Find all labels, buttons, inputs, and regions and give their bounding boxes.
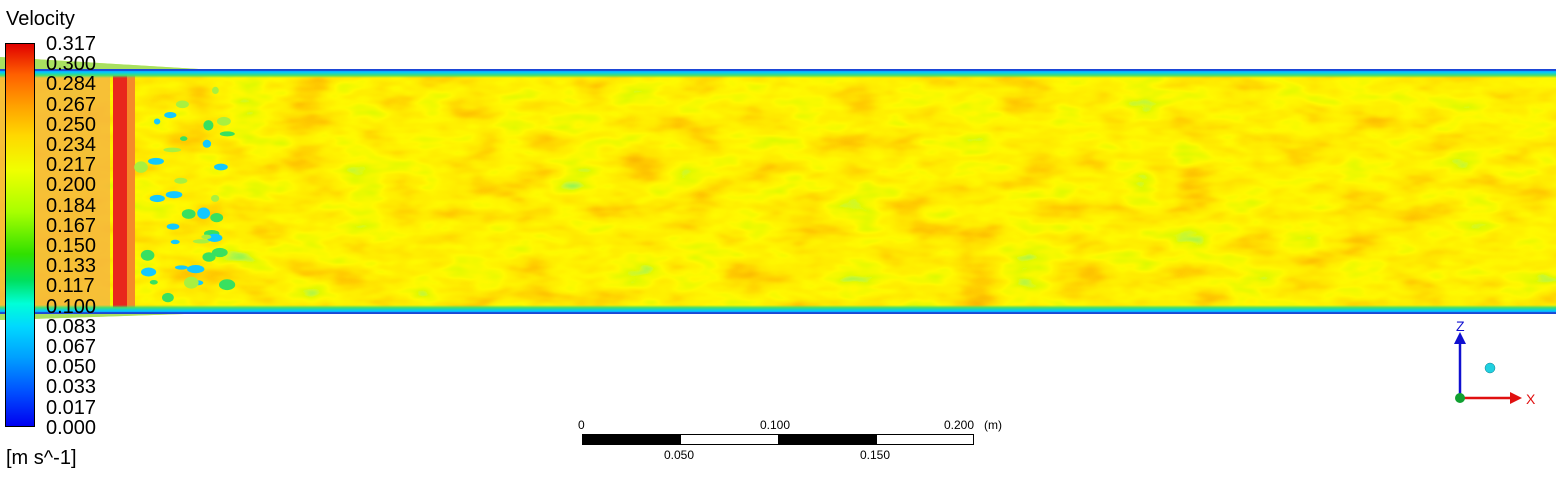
top-wall-layer bbox=[0, 69, 1556, 78]
scale-label-150: 0.150 bbox=[860, 448, 891, 462]
legend-label: 0.267 bbox=[46, 93, 97, 116]
scale-unit: (m) bbox=[984, 418, 1002, 432]
view-sphere bbox=[1484, 362, 1496, 374]
vortex-blob bbox=[210, 213, 224, 223]
vortex-blob bbox=[141, 267, 157, 277]
legend-title: Velocity bbox=[6, 8, 75, 30]
vortex-blob bbox=[149, 280, 158, 285]
legend-label: 0.234 bbox=[46, 134, 97, 156]
vortex-blob bbox=[187, 265, 205, 274]
flow-domain bbox=[0, 57, 1556, 320]
vortex-blob bbox=[214, 163, 228, 171]
vortex-blob bbox=[192, 239, 210, 244]
vortex-blob bbox=[170, 239, 180, 245]
legend-label: 0.050 bbox=[46, 356, 97, 379]
vortex-blob bbox=[164, 112, 177, 119]
vortex-blob bbox=[219, 279, 236, 291]
vortex-blob bbox=[162, 292, 174, 303]
vortex-blob bbox=[181, 209, 196, 219]
vortex-blob bbox=[202, 252, 216, 262]
scale-bar: 0 0.100 0.200 (m) 0.050 0.150 bbox=[578, 416, 1022, 466]
vortex-blob bbox=[202, 139, 212, 148]
inlet-jet bbox=[113, 70, 127, 313]
legend-label: 0.284 bbox=[46, 73, 97, 96]
z-axis-arrowhead bbox=[1454, 332, 1466, 344]
vortex-blob bbox=[184, 276, 199, 289]
legend-label: 0.184 bbox=[46, 194, 97, 217]
legend-label: 0.017 bbox=[46, 396, 97, 419]
turbulent-field bbox=[0, 70, 1556, 313]
scale-label-050: 0.050 bbox=[664, 448, 695, 462]
legend-label: 0.167 bbox=[46, 214, 97, 237]
vortex-blob bbox=[180, 136, 188, 141]
legend-colorbar bbox=[5, 43, 35, 427]
legend-label: 0.100 bbox=[46, 295, 97, 318]
legend-labels: 0.317 0.300 0.284 0.267 0.250 0.234 0.217 0.200… bbox=[38, 34, 118, 438]
bottom-wall-layer bbox=[0, 305, 1556, 314]
vortex-blob bbox=[149, 194, 165, 203]
vortex-blob bbox=[211, 247, 228, 258]
axis-triad: Z X bbox=[1454, 318, 1536, 407]
x-axis-arrowhead bbox=[1510, 392, 1522, 404]
legend-label: 0.033 bbox=[46, 376, 97, 399]
legend-label: 0.000 bbox=[46, 416, 97, 439]
vortex-blob bbox=[148, 157, 164, 165]
legend-unit: [m s^-1] bbox=[6, 447, 77, 469]
vortex-blob bbox=[163, 147, 182, 153]
vortex-blob bbox=[197, 207, 211, 219]
legend-label: 0.200 bbox=[46, 174, 97, 197]
vortex-blob bbox=[166, 223, 180, 230]
vortex-blob bbox=[219, 131, 235, 137]
scale-bar-graphic bbox=[582, 434, 974, 445]
legend-label: 0.133 bbox=[46, 255, 97, 278]
z-axis-label: Z bbox=[1456, 318, 1465, 334]
vortex-blob bbox=[212, 86, 219, 94]
x-axis-label: X bbox=[1526, 391, 1536, 407]
legend-label: 0.250 bbox=[46, 113, 97, 136]
inlet-jet-edge bbox=[127, 70, 135, 313]
vortex-blob bbox=[211, 194, 220, 202]
vortex-blob bbox=[201, 234, 212, 240]
vortex-blob bbox=[175, 100, 189, 109]
legend-label: 0.150 bbox=[46, 235, 97, 257]
inlet-vortices bbox=[134, 86, 236, 303]
legend-label: 0.217 bbox=[46, 154, 97, 177]
scale-label-200: 0.200 bbox=[944, 418, 975, 432]
scale-label-0: 0 bbox=[578, 418, 585, 432]
inlet-taper-bottom bbox=[0, 313, 215, 320]
vortex-blob bbox=[174, 177, 188, 184]
vortex-blob bbox=[153, 118, 161, 125]
inlet-taper-top bbox=[0, 57, 215, 70]
vortex-blob bbox=[203, 120, 214, 131]
vortex-blob bbox=[165, 191, 183, 199]
vortex-blob bbox=[174, 265, 188, 270]
vortex-blob bbox=[134, 161, 148, 173]
vortex-blob bbox=[216, 116, 231, 126]
vortex-blob bbox=[140, 249, 155, 261]
legend-label: 0.117 bbox=[46, 275, 95, 298]
scale-label-100: 0.100 bbox=[760, 418, 791, 432]
origin-marker bbox=[1455, 393, 1465, 403]
legend-label: 0.067 bbox=[46, 336, 97, 358]
legend-label: 0.083 bbox=[46, 315, 97, 338]
legend-label: 0.317 bbox=[46, 33, 97, 55]
legend-label: 0.300 bbox=[46, 53, 97, 76]
